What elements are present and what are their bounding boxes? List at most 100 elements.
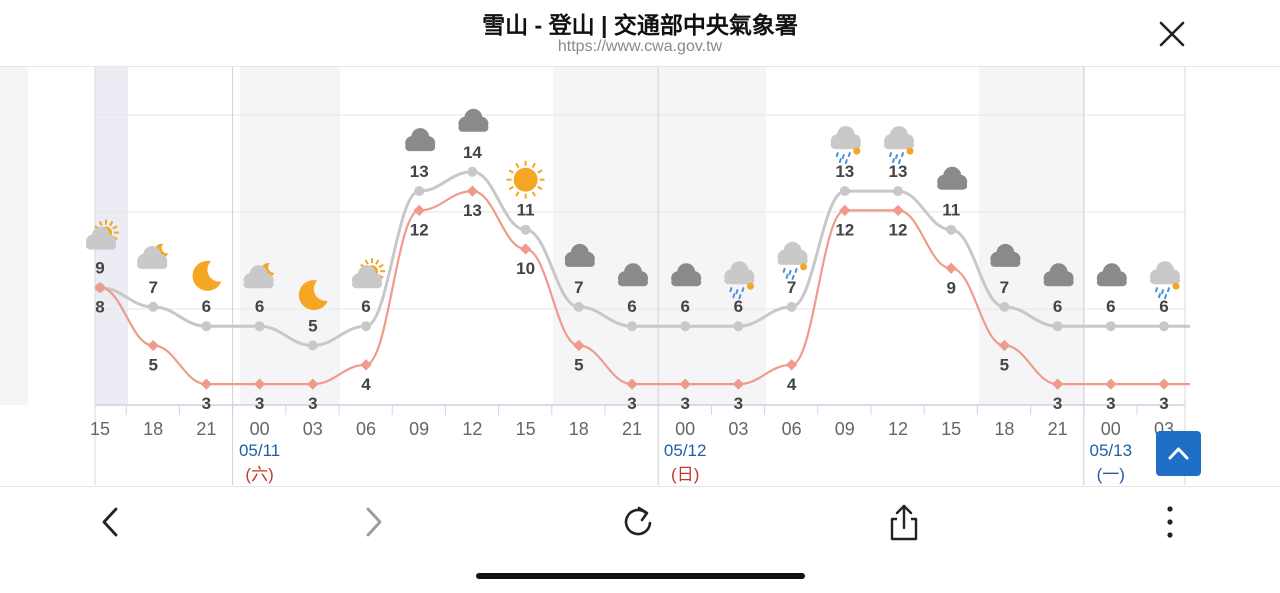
low-temp-label: 12 bbox=[410, 220, 429, 239]
high-temp-label: 14 bbox=[463, 143, 482, 162]
forward-button[interactable] bbox=[350, 501, 398, 545]
page-title: 雪山 - 登山 | 交通部中央氣象署 bbox=[482, 12, 798, 38]
close-button[interactable] bbox=[1152, 14, 1192, 54]
rain-sun-icon bbox=[777, 241, 808, 280]
date-label: 05/13 bbox=[1090, 441, 1133, 460]
high-temp-label: 7 bbox=[148, 278, 157, 297]
moon-shape bbox=[192, 260, 222, 291]
back-button[interactable] bbox=[86, 501, 134, 545]
rain-sun-icon bbox=[830, 126, 861, 165]
low-temp-label: 13 bbox=[463, 201, 482, 220]
low-temp-label: 12 bbox=[835, 220, 854, 239]
browser-toolbar bbox=[0, 486, 1280, 593]
sun-ray bbox=[537, 169, 543, 174]
hour-label: 18 bbox=[994, 419, 1014, 439]
cloud-icon bbox=[1096, 263, 1127, 287]
high-temp-point bbox=[254, 321, 265, 332]
low-temp-point bbox=[519, 243, 532, 255]
rain-drop bbox=[1158, 293, 1161, 299]
high-temp-label: 9 bbox=[95, 259, 104, 278]
sun-ray bbox=[112, 225, 118, 230]
sun-disc bbox=[906, 147, 914, 155]
low-temp-label: 3 bbox=[627, 394, 636, 413]
reload-button[interactable] bbox=[616, 501, 664, 545]
page-url: https://www.cwa.gov.tw bbox=[557, 38, 723, 55]
high-temp-point bbox=[786, 301, 797, 312]
rain-drop bbox=[741, 287, 745, 293]
weekday-label: (日) bbox=[671, 465, 699, 484]
cloud-icon bbox=[937, 166, 968, 190]
night-band bbox=[240, 67, 340, 405]
weekday-label: (六) bbox=[245, 465, 273, 484]
rain-sun-icon bbox=[884, 126, 914, 165]
home-indicator bbox=[476, 573, 805, 579]
rain-drop bbox=[794, 267, 798, 273]
sun-disc bbox=[800, 263, 808, 271]
night-band bbox=[0, 67, 28, 405]
cloud-part bbox=[724, 276, 755, 285]
high-temp-point bbox=[1052, 321, 1063, 332]
more-button[interactable] bbox=[1146, 501, 1194, 545]
share-icon bbox=[890, 504, 918, 541]
hour-label: 06 bbox=[782, 419, 802, 439]
low-temp-point bbox=[998, 339, 1011, 352]
cloud-part bbox=[671, 278, 702, 287]
share-button[interactable] bbox=[880, 501, 928, 545]
sun-ray bbox=[515, 162, 520, 169]
high-temp-point bbox=[893, 186, 903, 197]
rain-drop bbox=[895, 154, 898, 160]
rain-drop bbox=[889, 152, 892, 158]
sun-ray bbox=[508, 185, 514, 191]
low-temp-label: 3 bbox=[734, 394, 743, 413]
hour-label: 00 bbox=[250, 419, 270, 439]
sun-disc bbox=[853, 147, 861, 155]
rain-drop bbox=[788, 269, 792, 275]
scroll-to-top-button[interactable] bbox=[1156, 431, 1201, 476]
sun-icon bbox=[506, 160, 545, 199]
rain-drop bbox=[835, 152, 839, 158]
low-temp-label: 12 bbox=[889, 220, 908, 239]
rain-drop bbox=[841, 154, 845, 160]
low-temp-label: 3 bbox=[1106, 394, 1115, 413]
rain-drop bbox=[892, 158, 895, 164]
low-temp-point bbox=[573, 339, 585, 352]
date-label: 05/11 bbox=[239, 441, 280, 460]
hour-label: 21 bbox=[1048, 419, 1068, 439]
low-temp-label: 3 bbox=[1159, 394, 1168, 413]
low-temp-point bbox=[1051, 378, 1064, 390]
partly-cloudy-day-icon bbox=[86, 219, 119, 250]
sun-ray bbox=[531, 191, 536, 197]
high-temp-label: 7 bbox=[574, 278, 583, 297]
high-temp-label: 13 bbox=[410, 162, 429, 181]
cloud-part bbox=[405, 143, 436, 152]
low-temp-point bbox=[839, 204, 851, 217]
temperature-chart-svg: 9 8 15 7 5 18 6 3 21 6 3 00 5 3 03 6 4 06 13 12 09 14 13 12 11 10… bbox=[0, 67, 1190, 485]
hour-label: 15 bbox=[516, 419, 536, 439]
low-temp-label: 10 bbox=[516, 259, 535, 278]
rain-drop bbox=[782, 267, 786, 273]
rain-drop bbox=[847, 152, 851, 158]
low-temp-label: 3 bbox=[202, 394, 211, 413]
rain-drop bbox=[791, 274, 795, 280]
low-temp-point bbox=[892, 204, 904, 217]
hour-label: 03 bbox=[728, 419, 748, 439]
low-temp-label: 8 bbox=[95, 298, 104, 317]
cloud-icon bbox=[990, 243, 1021, 267]
chevron-up-icon bbox=[1168, 447, 1189, 460]
hour-label: 09 bbox=[835, 419, 855, 439]
reload-icon bbox=[624, 506, 652, 536]
low-temp-point bbox=[732, 378, 745, 390]
forecast-chart[interactable]: 9 8 15 7 5 18 6 3 21 6 3 00 5 3 03 6 4 06 13 12 09 14 13 12 11 10… bbox=[0, 67, 1280, 485]
high-temp-label: 6 bbox=[361, 297, 370, 316]
high-temp-point bbox=[946, 224, 957, 235]
low-temp-point bbox=[200, 378, 213, 390]
high-temp-label: 11 bbox=[517, 201, 535, 220]
high-temp-point bbox=[627, 321, 637, 332]
cloud-part bbox=[352, 280, 382, 289]
close-icon bbox=[1159, 21, 1185, 47]
high-temp-point bbox=[1159, 321, 1169, 332]
cloud-icon bbox=[458, 108, 489, 132]
cloud-icon bbox=[1043, 263, 1074, 287]
sun-ray bbox=[109, 220, 114, 227]
sun-disc bbox=[746, 282, 754, 290]
